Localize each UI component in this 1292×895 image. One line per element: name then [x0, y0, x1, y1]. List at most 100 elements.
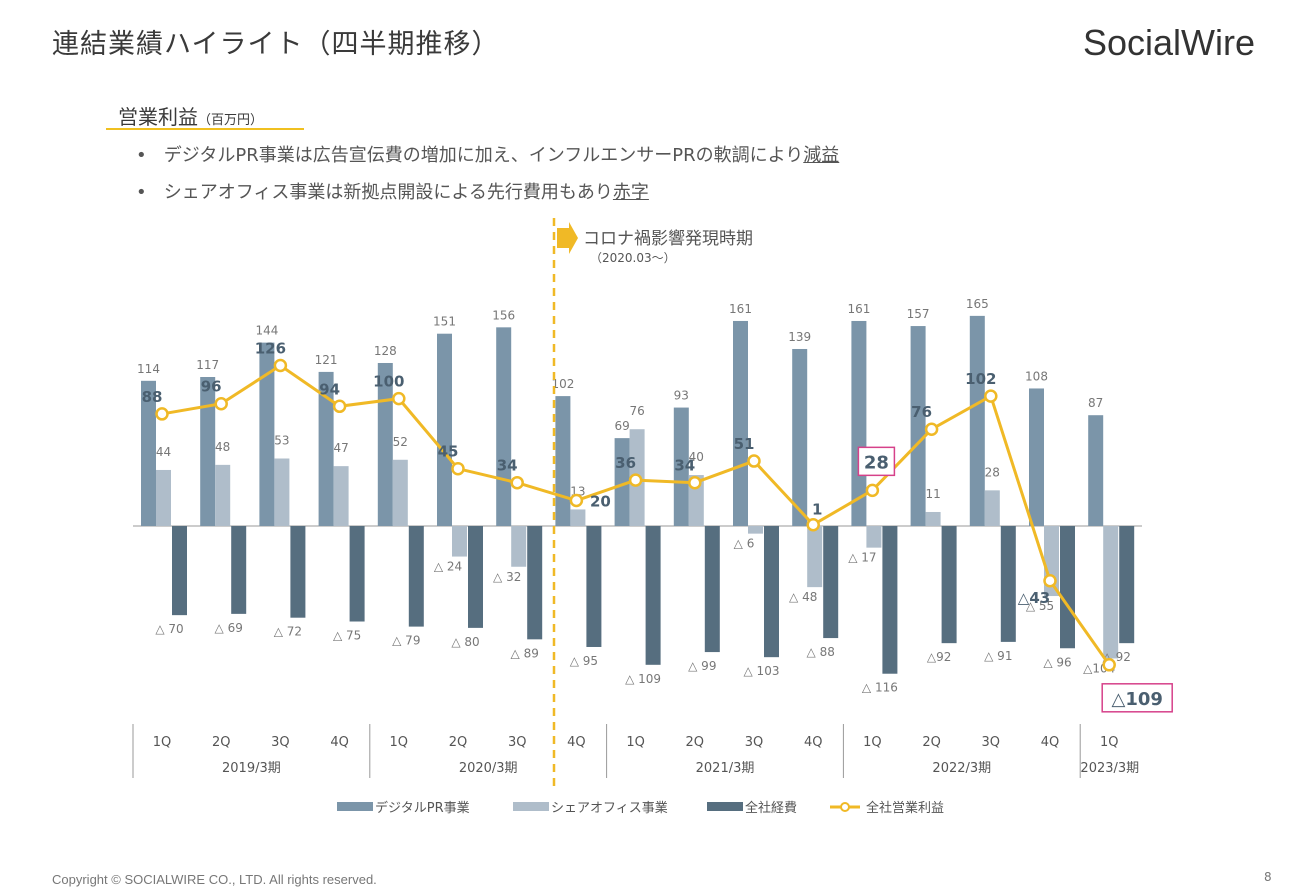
data-label: △ 72: [274, 625, 302, 639]
operating-profit-label: 100: [373, 373, 404, 391]
data-label: 28: [985, 465, 1000, 479]
bar-share-office: [748, 526, 763, 534]
operating-profit-label-highlight: △109: [1111, 689, 1162, 710]
operating-profit-label: 94: [319, 380, 340, 398]
bar-digital-pr: [673, 407, 689, 526]
operating-profit-label: 1: [812, 501, 822, 519]
bar-share-office: [215, 464, 231, 526]
fiscal-year-label: 2023/3期: [1080, 761, 1139, 776]
bar-digital-pr: [377, 362, 393, 526]
bar-corporate-expense: [231, 526, 247, 614]
legend-swatch: [707, 802, 743, 811]
x-tick-label: 2Q: [212, 735, 231, 750]
bar-corporate-expense: [882, 526, 898, 674]
bar-digital-pr: [969, 315, 985, 526]
bar-digital-pr: [141, 380, 156, 526]
data-label: △ 32: [493, 570, 521, 584]
data-label: △92: [927, 650, 952, 664]
bar-share-office: [807, 526, 823, 588]
bar-share-office: [570, 509, 586, 526]
arrow-right-icon: [557, 222, 578, 254]
data-label: △ 89: [511, 646, 539, 660]
fiscal-year-label: 2020/3期: [459, 761, 518, 776]
operating-profit-point: [1102, 658, 1116, 672]
bar-corporate-expense: [586, 526, 602, 647]
highlight-box: [857, 446, 896, 477]
bar-digital-pr: [200, 377, 216, 526]
operating-profit-label: 36: [615, 454, 636, 472]
data-label: 102: [551, 377, 574, 391]
x-tick-label: 1Q: [863, 735, 882, 750]
operating-profit-label: 34: [497, 457, 518, 475]
operating-profit-point: [569, 493, 584, 508]
x-tick-label: 1Q: [390, 735, 409, 750]
data-label: 121: [315, 353, 338, 367]
x-tick-label: 3Q: [982, 735, 1001, 750]
bullet-marker: •: [136, 145, 147, 166]
data-label: 93: [674, 389, 689, 403]
bar-corporate-expense: [468, 526, 483, 628]
bullet-emphasis: 赤字: [612, 182, 649, 203]
x-tick-label: 3Q: [271, 735, 290, 750]
bar-corporate-expense: [764, 526, 779, 658]
data-label: △ 79: [392, 634, 420, 648]
x-tick-label: 3Q: [508, 735, 527, 750]
legend-label: 全社営業利益: [866, 800, 944, 816]
data-label: △ 96: [1043, 655, 1071, 669]
corona-annotation: コロナ禍影響発現時期: [583, 229, 753, 249]
data-label: △ 116: [862, 681, 898, 695]
x-tick-label: 1Q: [626, 735, 645, 750]
data-label: 53: [274, 434, 289, 448]
x-tick-label: 4Q: [1041, 735, 1060, 750]
section-unit: （百万円）: [198, 113, 264, 128]
data-label: △ 91: [984, 649, 1012, 663]
data-label: 44: [156, 445, 171, 459]
operating-profit-label: 96: [201, 378, 222, 396]
data-label: 151: [433, 315, 456, 329]
data-label: 161: [729, 302, 752, 316]
data-label: △ 17: [848, 551, 876, 565]
data-label: △ 6: [734, 537, 755, 551]
operating-profit-point: [273, 358, 288, 373]
page-title: 連結業績ハイライト（四半期推移）: [52, 29, 500, 60]
operating-profit-label-highlight: 28: [864, 452, 889, 473]
bullet-digital-pr: • デジタルPR事業は広告宣伝費の増加に加え、インフルエンサーPRの軟調により減…: [136, 141, 839, 167]
bar-share-office: [1103, 526, 1119, 659]
operating-profit-point: [688, 475, 702, 490]
page-number: 8: [1264, 870, 1272, 884]
data-label: 144: [255, 324, 278, 338]
data-label: 161: [847, 302, 870, 316]
section-heading: 営業利益（百万円）: [118, 101, 263, 130]
x-tick-label: 4Q: [330, 735, 349, 750]
x-tick-label: 1Q: [153, 735, 172, 750]
x-tick-label: 2Q: [449, 735, 468, 750]
bar-share-office: [984, 490, 1000, 526]
bar-share-office: [866, 526, 882, 548]
operating-profit-label: △43: [1018, 589, 1050, 607]
legend-swatch-marker: [840, 802, 850, 812]
bar-corporate-expense: [823, 526, 839, 639]
bar-digital-pr: [318, 371, 334, 526]
bullet-share-office: • シェアオフィス事業は新拠点開設による先行費用もあり赤字: [136, 178, 649, 204]
data-label: 108: [1025, 369, 1048, 383]
data-label: △ 48: [789, 590, 817, 604]
operating-profit-point: [865, 483, 880, 498]
x-tick-label: 1Q: [1100, 735, 1119, 750]
bar-corporate-expense: [527, 526, 543, 640]
section-heading-text: 営業利益: [118, 105, 198, 129]
bar-digital-pr: [614, 438, 630, 526]
operating-profit-point: [1043, 574, 1057, 588]
operating-profit-point: [924, 422, 939, 436]
operating-profit-label: 102: [965, 370, 996, 388]
fiscal-year-label: 2021/3期: [696, 761, 755, 776]
x-tick-label: 4Q: [804, 735, 823, 750]
legend-swatch: [513, 802, 549, 811]
x-tick-label: 3Q: [745, 735, 764, 750]
fiscal-year-label: 2022/3期: [932, 761, 991, 776]
bar-corporate-expense: [704, 526, 720, 653]
bar-share-office: [392, 459, 408, 526]
data-label: △ 95: [570, 654, 598, 668]
data-label: 157: [907, 307, 930, 321]
data-label: △ 70: [155, 622, 183, 636]
